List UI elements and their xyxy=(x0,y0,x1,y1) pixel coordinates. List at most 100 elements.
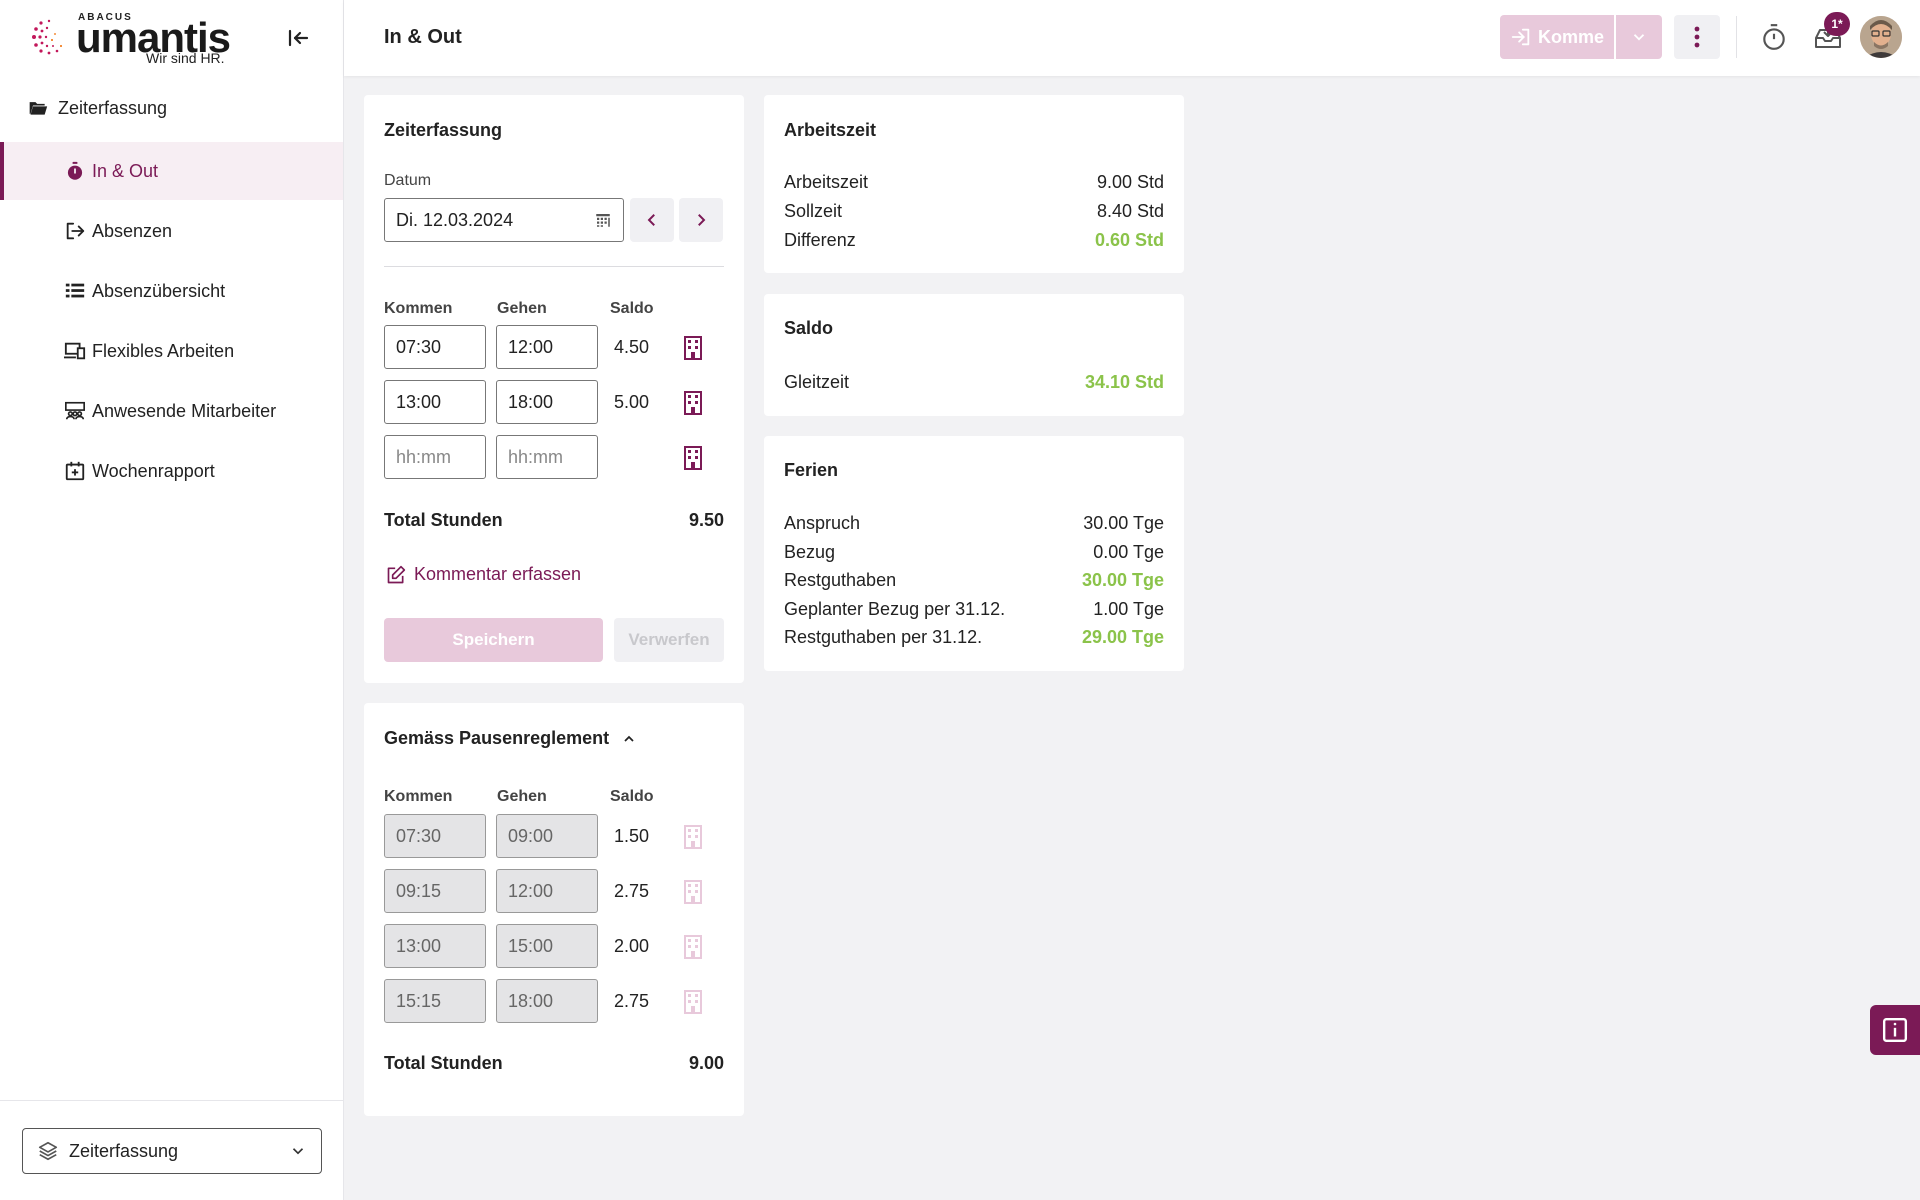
ferien-row-value: 30.00 Tge xyxy=(1083,513,1164,533)
comment-link[interactable]: Kommentar erfassen xyxy=(386,564,581,585)
sidebar-item-wochenrapport[interactable]: Wochenrapport xyxy=(0,442,343,500)
team-icon xyxy=(64,400,86,422)
arbeitszeit-title: Arbeitszeit xyxy=(784,120,877,140)
building-icon[interactable] xyxy=(682,445,704,471)
folder-open-icon xyxy=(28,98,48,118)
timer-button[interactable] xyxy=(1756,18,1792,56)
sidebar-item-absenzen[interactable]: Absenzen xyxy=(0,202,343,260)
chevron-down-icon xyxy=(289,1142,307,1160)
komme-button[interactable]: Komme xyxy=(1500,15,1614,59)
building-icon xyxy=(682,824,704,850)
stopwatch-icon xyxy=(1763,24,1785,50)
arbeitszeit-row-label: Arbeitszeit xyxy=(784,172,869,192)
building-icon xyxy=(682,934,704,960)
pause-kommen-field: 15:15 xyxy=(384,979,486,1023)
saldo-value: 2.00 xyxy=(614,936,650,956)
sidebar-item-absenzuebersicht[interactable]: Absenzübersicht xyxy=(0,262,343,320)
ferien-card xyxy=(764,436,1184,671)
login-icon xyxy=(1510,26,1532,48)
logo-tagline: Wir sind HR. xyxy=(146,50,225,66)
sidebar-item-label: Absenzen xyxy=(92,220,173,241)
differenz-row-value: 0.60 Std xyxy=(1094,230,1164,250)
kommen-input[interactable]: 13:00 xyxy=(384,380,486,424)
user-photo-icon xyxy=(1860,16,1902,58)
pausenreglement-title: Gemäss Pausenreglement xyxy=(384,728,610,748)
saldo-value: 4.50 xyxy=(614,337,650,357)
sidebar-item-label: Absenzübersicht xyxy=(92,280,226,301)
list-icon xyxy=(64,280,86,302)
page-title: In & Out xyxy=(384,26,462,48)
komme-dropdown-button[interactable] xyxy=(1616,15,1662,59)
nav-group-zeiterfassung[interactable]: Zeiterfassung xyxy=(0,88,343,128)
more-options-button[interactable] xyxy=(1674,15,1720,59)
edit-icon xyxy=(386,565,406,585)
ferien-row-label: Bezug xyxy=(784,542,836,562)
total-value: 9.50 xyxy=(688,510,724,530)
gehen-input-empty[interactable]: hh:mm xyxy=(496,435,598,479)
pause-gehen-field: 09:00 xyxy=(496,814,598,858)
datum-input[interactable]: Di. 12.03.2024 xyxy=(384,198,624,242)
sidebar-item-in-out[interactable]: In & Out xyxy=(0,142,343,200)
logo: ABACUS umantis Wir sind HR. xyxy=(28,10,238,68)
info-icon xyxy=(1882,1017,1908,1043)
ferien-row-label: Geplanter Bezug per 31.12. xyxy=(784,599,1006,619)
top-header: In & Out Komme 1* xyxy=(344,0,1920,76)
col-saldo-label: Saldo xyxy=(610,300,654,317)
pausenreglement-header[interactable]: Gemäss Pausenreglement xyxy=(384,728,637,749)
col-saldo-label: Saldo xyxy=(610,788,654,805)
sidebar-item-flexibles-arbeiten[interactable]: Flexibles Arbeiten xyxy=(0,322,343,380)
sidebar: ABACUS umantis Wir sind HR. Zeiterfassun… xyxy=(0,0,344,1200)
info-panel-button[interactable] xyxy=(1870,1005,1920,1055)
avatar[interactable] xyxy=(1860,16,1902,58)
more-vertical-icon xyxy=(1694,26,1700,48)
kommen-input-empty[interactable]: hh:mm xyxy=(384,435,486,479)
komme-button-label: Komme xyxy=(1537,26,1604,47)
logo-abacus-text: ABACUS xyxy=(78,12,133,23)
sidebar-item-label: Wochenrapport xyxy=(92,460,215,481)
ferien-row-value: 1.00 Tge xyxy=(1093,599,1164,619)
zeiterfassung-title: Zeiterfassung xyxy=(384,120,503,140)
comment-link-label: Kommentar erfassen xyxy=(414,564,582,584)
save-button[interactable]: Speichern xyxy=(384,618,603,662)
gehen-input[interactable]: 18:00 xyxy=(496,380,598,424)
module-select-value: Zeiterfassung xyxy=(69,1140,179,1161)
sollzeit-row-label: Sollzeit xyxy=(784,201,843,221)
pause-gehen-field: 12:00 xyxy=(496,869,598,913)
ferien-row-label: Anspruch xyxy=(784,513,861,533)
layers-icon xyxy=(37,1140,59,1162)
building-icon[interactable] xyxy=(682,390,704,416)
col-gehen-label: Gehen xyxy=(497,300,547,317)
exit-icon xyxy=(64,220,86,242)
datum-label: Datum xyxy=(384,172,432,189)
sidebar-item-anwesende-mitarbeiter[interactable]: Anwesende Mitarbeiter xyxy=(0,382,343,440)
collapse-sidebar-button[interactable] xyxy=(282,22,314,54)
ferien-row-value: 0.00 Tge xyxy=(1093,542,1164,562)
pause-kommen-field: 09:15 xyxy=(384,869,486,913)
differenz-row-label: Differenz xyxy=(784,230,856,250)
ferien-row-label: Restguthaben per 31.12. xyxy=(784,627,983,647)
total-value: 9.00 xyxy=(688,1053,724,1073)
logo-brand-text: umantis xyxy=(76,14,231,61)
sollzeit-row-value: 8.40 Std xyxy=(1096,201,1164,221)
module-select[interactable]: Zeiterfassung xyxy=(22,1128,322,1174)
gehen-input[interactable]: 12:00 xyxy=(496,325,598,369)
gleitzeit-row-label: Gleitzeit xyxy=(784,372,850,392)
chevron-right-icon xyxy=(698,214,706,226)
building-icon xyxy=(682,879,704,905)
discard-button[interactable]: Verwerfen xyxy=(614,618,724,662)
calendar-plus-icon xyxy=(64,460,86,482)
ferien-row-value: 30.00 Tge xyxy=(1081,570,1164,590)
next-day-button[interactable] xyxy=(679,198,723,242)
calendar-icon[interactable] xyxy=(594,211,612,229)
sidebar-item-label: Flexibles Arbeiten xyxy=(92,340,235,361)
ferien-row-value: 29.00 Tge xyxy=(1081,627,1164,647)
building-icon[interactable] xyxy=(682,335,704,361)
previous-day-button[interactable] xyxy=(630,198,674,242)
kommen-input[interactable]: 07:30 xyxy=(384,325,486,369)
chevron-left-icon xyxy=(647,214,655,226)
chevron-up-icon xyxy=(624,735,634,742)
saldo-value: 1.50 xyxy=(614,826,650,846)
saldo-value: 2.75 xyxy=(614,991,650,1011)
total-label: Total Stunden xyxy=(384,510,503,530)
pause-gehen-field: 15:00 xyxy=(496,924,598,968)
